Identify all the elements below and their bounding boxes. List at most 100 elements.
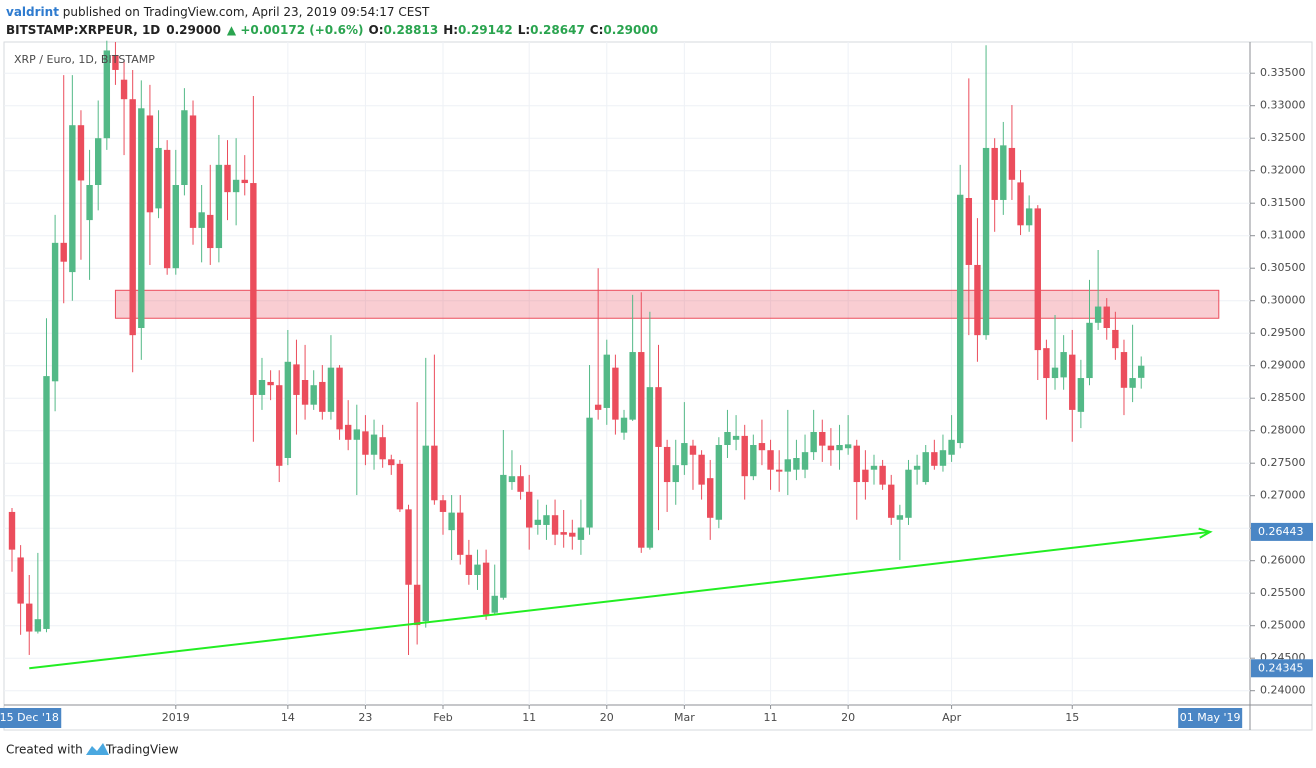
candle-body [957, 194, 964, 444]
candle-body [198, 212, 205, 228]
ohlc-value: 0.28813 [384, 23, 439, 37]
candle-body [129, 99, 136, 336]
candle-body [741, 435, 748, 477]
candle-body [172, 185, 179, 269]
candle-body [465, 554, 473, 575]
candle-body [310, 385, 317, 405]
candle-body [715, 445, 723, 520]
candle-body [301, 380, 309, 405]
candle-body [750, 445, 757, 477]
candle-body [336, 367, 343, 430]
candle-body [250, 183, 257, 395]
candle-body [457, 512, 464, 555]
candle-body [189, 115, 197, 228]
candle-body [439, 500, 447, 512]
candle-body [1086, 322, 1093, 379]
candle-body [293, 364, 300, 395]
candle-body [232, 179, 240, 193]
candle-body [138, 108, 145, 328]
candle-body [103, 50, 111, 139]
candle-body [1017, 182, 1024, 226]
candle-body [767, 450, 774, 470]
candle-body [991, 147, 998, 200]
candle-body [146, 115, 154, 213]
candle-body [1043, 348, 1050, 379]
candle-body [120, 79, 128, 100]
x-tick-label: 14 [281, 711, 295, 724]
candle-body [95, 138, 102, 185]
candle-body [1129, 378, 1136, 388]
candle-body [155, 147, 162, 209]
ohlc-value: 0.29000 [603, 23, 658, 37]
candle-body [60, 242, 67, 262]
tv-logo [86, 743, 109, 755]
candle-body [319, 381, 326, 412]
y-tick-label: 0.26000 [1260, 554, 1306, 567]
candle-body [603, 354, 610, 408]
symbol: BITSTAMP:XRPEUR, 1D [6, 23, 160, 37]
candle-body [1060, 352, 1067, 378]
y-tick-label: 0.28000 [1260, 424, 1306, 437]
candle-body [931, 452, 938, 466]
candle-body [276, 385, 283, 466]
x-tick-label: 15 [1065, 711, 1079, 724]
candle-body [974, 264, 981, 336]
candle-body [732, 435, 740, 440]
candle-body [888, 484, 895, 518]
candle-body [560, 532, 567, 535]
candle-body [1051, 367, 1059, 379]
candle-body [26, 603, 33, 632]
candle-body [1034, 208, 1041, 351]
candle-body [853, 445, 860, 483]
candle-body [784, 459, 791, 472]
candle-body [163, 149, 171, 269]
trend-line [29, 530, 1211, 670]
y-tick-label: 0.33000 [1260, 99, 1306, 112]
candle-body [551, 515, 559, 535]
y-tick-label: 0.27000 [1260, 489, 1306, 502]
candle-body [913, 465, 921, 470]
candle-body [1112, 329, 1119, 349]
candle-body [569, 532, 576, 537]
symbol-line: BITSTAMP:XRPEUR, 1D 0.29000 ▲ +0.00172 (+0… [6, 23, 658, 37]
candle-body [612, 367, 619, 420]
candle-body [586, 417, 593, 528]
candle-body [1094, 306, 1102, 323]
y-tick-label: 0.30500 [1260, 261, 1306, 274]
footer-brand: TradingView [105, 743, 179, 757]
candle-body [224, 164, 231, 193]
candle-body [207, 214, 214, 249]
price-label: 0.24345 [1258, 661, 1304, 674]
ohlc-label: L: [518, 23, 530, 37]
candle-body [594, 404, 602, 410]
candle-body [707, 478, 714, 518]
candle-body [681, 443, 688, 466]
candle-body [672, 465, 679, 483]
candle-body [508, 476, 516, 483]
date-label: 01 May '19 [1180, 711, 1241, 724]
candle-body [215, 164, 223, 249]
candle-body [724, 432, 731, 445]
x-tick-label: 11 [764, 711, 778, 724]
price-label: 0.26443 [1258, 525, 1304, 538]
date-label-box [0, 708, 62, 728]
publish-line: valdrint published on TradingView.com, A… [6, 5, 430, 19]
candle-body [1103, 306, 1110, 328]
candle-body [69, 125, 76, 273]
candle-body [482, 562, 490, 615]
candle-body [577, 527, 585, 540]
axes: 0.240000.245000.250000.255000.260000.265… [0, 66, 1313, 728]
candle-body [629, 352, 636, 420]
y-tick-label: 0.29000 [1260, 359, 1306, 372]
candle-body [422, 445, 429, 622]
candle-body [362, 431, 369, 455]
candle-body [241, 179, 248, 184]
candle-body [836, 445, 843, 451]
y-tick-label: 0.33500 [1260, 66, 1306, 79]
candle-body [939, 450, 947, 466]
candle-body [1008, 147, 1016, 180]
candle-body [526, 491, 533, 528]
x-tick-label: 20 [841, 711, 855, 724]
candle-body [491, 595, 498, 613]
